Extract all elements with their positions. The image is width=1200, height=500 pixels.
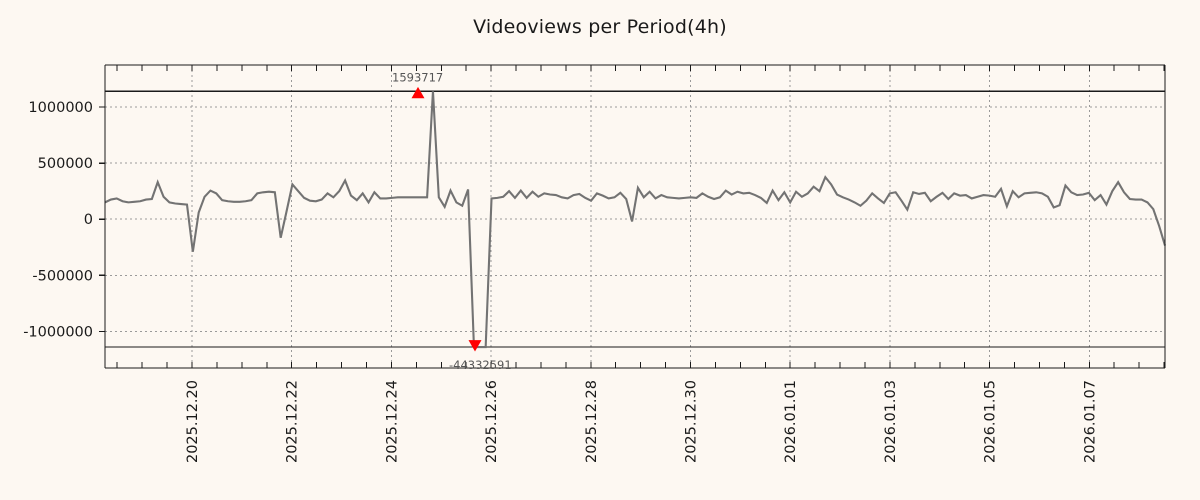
axes-layer xyxy=(104,64,1166,369)
y-axis-tick-label: -1000000 xyxy=(23,324,93,340)
y-axis-tick-label: 0 xyxy=(84,212,93,228)
x-axis-tick-label: 2026.01.03 xyxy=(883,380,899,463)
x-axis-tick-label: 2025.12.22 xyxy=(285,380,301,463)
x-axis-tick-label: 2026.01.01 xyxy=(783,380,799,463)
y-axis-tick-label: 1000000 xyxy=(28,100,93,116)
tick-marks-layer xyxy=(99,65,1165,368)
x-axis-tick-label: 2025.12.24 xyxy=(384,380,400,463)
grid-layer xyxy=(105,65,1165,368)
x-axis-tick-label: 2025.12.26 xyxy=(484,380,500,463)
annotation-labels: 1593717 -44332591 xyxy=(392,70,512,372)
x-axis-tick-label: 2025.12.20 xyxy=(185,380,201,463)
data-series-line xyxy=(104,91,1167,349)
max-annotation: 1593717 xyxy=(392,70,443,84)
min-annotation: -44332591 xyxy=(449,358,512,372)
series-polyline xyxy=(104,91,1167,349)
chart-title: Videoviews per Period(4h) xyxy=(473,16,727,38)
min-marker-icon xyxy=(468,340,482,352)
y-axis-tick-label: -500000 xyxy=(32,268,93,284)
x-axis-tick-label: 2025.12.28 xyxy=(584,380,600,463)
x-axis-tick-label: 2025.12.30 xyxy=(684,380,700,463)
y-axis-tick-label: 500000 xyxy=(38,156,93,172)
x-axis-tick-label: 2026.01.07 xyxy=(1082,380,1098,463)
x-axis-labels: 2025.12.20 2025.12.22 2025.12.24 2025.12.26… xyxy=(185,380,1098,463)
reference-lines-layer xyxy=(105,90,1165,348)
max-marker-icon xyxy=(411,86,425,99)
y-axis-labels: 1000000 500000 0 -500000 -1000000 xyxy=(23,100,93,340)
x-axis-tick-label: 2026.01.05 xyxy=(983,380,999,463)
extreme-markers-layer xyxy=(411,86,482,352)
